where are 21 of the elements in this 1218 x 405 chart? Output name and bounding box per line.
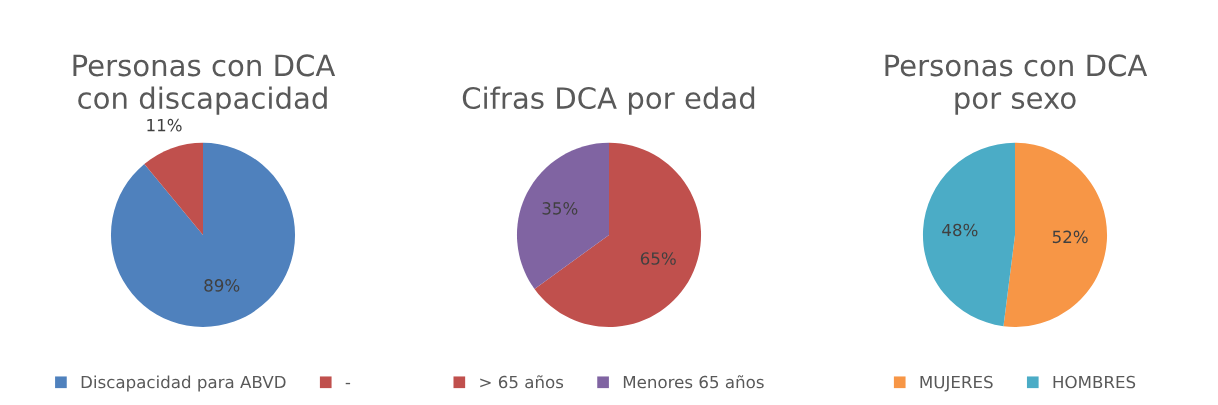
legend-label: HOMBRES bbox=[1053, 375, 1136, 389]
data-label: 89% bbox=[204, 279, 240, 292]
data-label: 11% bbox=[147, 118, 182, 132]
legend-label: MUJERES bbox=[920, 375, 993, 392]
slice-label: > 65 años bbox=[480, 375, 564, 389]
pie-slice bbox=[1003, 142, 1108, 327]
data-label: 65% bbox=[640, 252, 676, 265]
data-label: 48% bbox=[942, 223, 978, 237]
legend-label: - bbox=[345, 382, 351, 385]
pie-slice bbox=[144, 142, 203, 235]
pie-slice bbox=[534, 142, 702, 327]
pie-slice bbox=[922, 142, 1015, 327]
legend-label: Menores 65 años bbox=[623, 375, 764, 389]
data-label: 52% bbox=[1052, 230, 1088, 244]
legend-label: Discapacidad para ABVD bbox=[81, 375, 286, 392]
pie-slice bbox=[110, 142, 296, 327]
pie-slice bbox=[516, 142, 609, 289]
data-label: 35% bbox=[542, 202, 578, 215]
chart-title: Cifras DCA por edad bbox=[462, 86, 755, 115]
chart-title: Personas con DCA por sexo bbox=[885, 54, 1148, 115]
chart-title: Personas con DCA con discapacidad bbox=[73, 54, 336, 115]
